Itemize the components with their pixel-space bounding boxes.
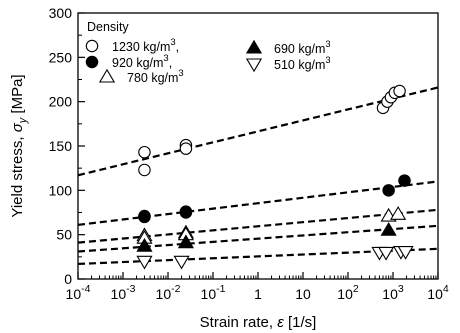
- x-axis-label: Strain rate, ε [1/s]: [200, 314, 317, 331]
- y-tick-label: 150: [49, 138, 73, 154]
- point-780-5: [390, 206, 407, 220]
- point-920-4: [382, 184, 395, 197]
- x-axis-ticks: 10-4 10-3 10-2 10-1 1 10 102 103 104: [66, 272, 449, 302]
- x-tick-label: 102: [337, 283, 359, 302]
- point-690-0: [136, 237, 153, 252]
- legend-label: 1230 kg/m3,: [112, 37, 179, 54]
- legend-marker-780: [98, 68, 116, 83]
- legend-marker-510: [245, 58, 263, 73]
- fit-line-780: [78, 208, 438, 244]
- x-tick-label: 104: [427, 283, 449, 302]
- legend-entry-1230: 1230 kg/m3,: [85, 37, 179, 54]
- y-tick-label: 50: [56, 227, 72, 243]
- fit-line-1230: [78, 86, 438, 177]
- x-tick-label: 10-2: [156, 283, 181, 302]
- legend-marker-690: [245, 39, 263, 54]
- legend-title: Density: [87, 20, 129, 34]
- legend-label: 780 kg/m3: [127, 68, 184, 85]
- point-1230-0: [138, 145, 151, 159]
- y-tick-label: 100: [49, 182, 73, 198]
- point-1230-3: [179, 142, 193, 155]
- point-690-2: [380, 222, 397, 236]
- legend-entry-690: 690 kg/m3: [245, 39, 331, 56]
- legend-label: 690 kg/m3: [274, 39, 331, 56]
- fit-line-920: [78, 180, 438, 227]
- point-920-1: [138, 210, 151, 224]
- x-tick-label: 103: [382, 283, 404, 302]
- point-1230-8: [393, 84, 406, 98]
- y-tick-label: 300: [49, 5, 73, 21]
- point-690-1: [177, 234, 194, 249]
- x-tick-label: 10-4: [66, 283, 91, 302]
- point-920-3: [179, 206, 193, 219]
- point-920-5: [398, 174, 411, 187]
- y-tick-label: 250: [49, 49, 73, 65]
- x-tick-label: 10-1: [201, 283, 226, 302]
- legend-marker-920: [85, 55, 99, 69]
- point-510-5: [397, 245, 414, 260]
- data-markers: [136, 84, 414, 270]
- point-510-3: [377, 246, 395, 261]
- x-tick-label: 10-3: [111, 283, 136, 302]
- legend-label: 510 kg/m3: [274, 55, 331, 72]
- legend-entry-920: 920 kg/m3,: [85, 53, 172, 70]
- legend-label: 920 kg/m3,: [112, 53, 172, 70]
- point-1230-1: [138, 163, 151, 177]
- y-tick-label: 200: [49, 94, 73, 110]
- legend-entry-510: 510 kg/m3: [245, 55, 331, 73]
- y-tick-label: 0: [64, 271, 72, 287]
- legend-marker-1230: [85, 39, 99, 53]
- y-axis-ticks: 0 50 100 150 200 250 300: [49, 5, 85, 287]
- y-axis-label: Yield stress, σy [MPa]: [9, 74, 29, 217]
- legend: Density 1230 kg/m3,920 kg/m3,780 kg/m3 69…: [85, 20, 331, 85]
- point-510-1: [173, 255, 190, 270]
- x-tick-label: 1: [254, 286, 262, 302]
- legend-entry-780: 780 kg/m3: [98, 68, 184, 85]
- point-510-0: [136, 255, 153, 270]
- x-tick-label: 10: [295, 286, 311, 302]
- fit-line-690: [78, 224, 438, 253]
